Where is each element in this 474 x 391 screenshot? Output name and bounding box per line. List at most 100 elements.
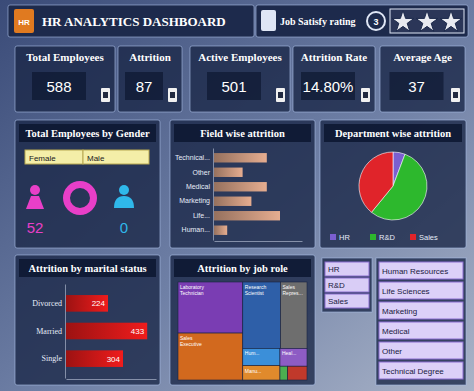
bar	[66, 295, 108, 312]
treemap-cell	[243, 348, 280, 365]
slicer-item-label[interactable]: Technical Degree	[382, 367, 444, 376]
card-title-bg	[174, 124, 311, 142]
treemap-label: SalesExecutive	[180, 335, 202, 347]
slicer-item[interactable]	[379, 282, 463, 299]
bar	[214, 153, 267, 162]
kpi-card	[293, 46, 375, 112]
slicer-item[interactable]	[379, 362, 463, 379]
kpi-label: Average Age	[393, 51, 452, 63]
tick-label: Other	[192, 169, 210, 176]
kpi-icon	[276, 88, 285, 102]
bar	[214, 182, 267, 191]
slicer-item[interactable]	[325, 278, 369, 292]
rating-star	[392, 10, 414, 31]
treemap-label: SalesRepres...	[283, 284, 303, 296]
kpi-card	[380, 46, 465, 112]
slicer-item-label[interactable]: Life Sciences	[382, 287, 430, 296]
axis-line	[215, 241, 303, 242]
gender-filter[interactable]	[25, 150, 83, 164]
kpi-icon-detail	[278, 92, 283, 98]
card-title-bg	[324, 124, 462, 142]
kpi-icon-detail	[363, 92, 368, 98]
tick: Other	[192, 169, 210, 176]
gender-filter-label[interactable]: Female	[29, 154, 56, 163]
slicer-item-label[interactable]: Sales	[328, 297, 348, 306]
chart-card	[320, 120, 466, 248]
bar	[214, 226, 227, 235]
treemap-cell	[288, 366, 307, 380]
treemap-label: LaboratoryTechnician	[180, 284, 204, 296]
gender-count: 0	[120, 219, 128, 236]
slicer-item[interactable]	[379, 322, 463, 339]
kpi-label: Total Employees	[26, 51, 104, 63]
male-icon	[114, 196, 134, 208]
canvas-svg: HRHR ANALYTICS DASHBOARDJob Satisfy rati…	[0, 0, 474, 391]
card-title-bg	[19, 124, 156, 142]
rating-label: Job Satisfy rating	[280, 16, 356, 27]
slicer-item-label[interactable]: R&D	[328, 281, 345, 290]
tick-label: Marketing	[179, 197, 210, 205]
gender-filter[interactable]	[83, 150, 149, 164]
treemap-cell	[280, 366, 288, 380]
card-title-bg	[19, 259, 156, 277]
slicer-item-label[interactable]: Human Resources	[382, 267, 448, 276]
gender-filter-label[interactable]: Male	[87, 154, 105, 163]
kpi-icon	[168, 88, 177, 102]
kpi-value: 14.80%	[303, 78, 354, 95]
rating-value: 3	[373, 17, 378, 27]
treemap-cell	[178, 282, 243, 333]
slicer-item[interactable]	[325, 294, 369, 308]
data-label: 224	[92, 299, 106, 308]
slicer-item[interactable]	[379, 342, 463, 359]
rating-icon	[261, 10, 276, 31]
axis-line	[67, 379, 157, 380]
kpi-icon-detail	[103, 92, 108, 98]
tick: Marketing	[179, 197, 210, 205]
dashboard: HRHR ANALYTICS DASHBOARDJob Satisfy rati…	[0, 0, 474, 391]
card-title: Department wise attrition	[335, 128, 451, 139]
axis-line	[65, 285, 66, 379]
kpi-icon	[101, 88, 110, 102]
tick-label: Life...	[193, 212, 210, 219]
legend-label: R&D	[379, 233, 395, 242]
female-icon	[26, 196, 44, 209]
tick-label: Medical	[186, 183, 211, 190]
kpi-label: Attrition	[129, 51, 171, 63]
bar	[66, 323, 147, 340]
kpi-value: 37	[408, 78, 425, 95]
x-axis	[215, 241, 303, 242]
kpi-card	[118, 46, 182, 112]
kpi-value-box	[125, 72, 163, 100]
y-axis: DivorcedMarriedSingle	[32, 285, 65, 379]
kpi-value: 588	[46, 78, 71, 95]
chart-card	[170, 120, 315, 248]
treemap-label: Hum...	[245, 350, 260, 356]
legend-swatch	[370, 234, 376, 240]
slicer-item-label[interactable]: HR	[328, 265, 340, 274]
card-title-bg	[174, 259, 311, 277]
tick: Life...	[193, 212, 210, 219]
kpi-card	[15, 46, 115, 112]
gender-card	[15, 120, 160, 248]
card-title: Total Employees by Gender	[25, 128, 149, 139]
kpi-label: Active Employees	[198, 51, 282, 63]
treemap-label: Heal...	[282, 350, 296, 356]
x-axis	[67, 379, 157, 380]
rating-circle	[367, 12, 385, 30]
slicer-item-label[interactable]: Marketing	[382, 307, 417, 316]
slicer-item[interactable]	[325, 262, 369, 276]
gender-donut	[63, 181, 97, 215]
kpi-icon-detail	[170, 92, 175, 98]
slicer-item-label[interactable]: Other	[382, 347, 402, 356]
chart-card	[15, 255, 160, 385]
male-icon	[119, 185, 129, 195]
slicer-item[interactable]	[379, 262, 463, 279]
slicer-item-label[interactable]: Medical	[382, 327, 410, 336]
slicer-item[interactable]	[379, 302, 463, 319]
card-title: Attrition by marital status	[28, 263, 146, 274]
chart-card	[170, 255, 315, 385]
female-icon	[30, 185, 40, 195]
data-label: 304	[107, 355, 121, 364]
tick: Divorced	[32, 299, 62, 308]
tick-label: Married	[36, 327, 62, 336]
